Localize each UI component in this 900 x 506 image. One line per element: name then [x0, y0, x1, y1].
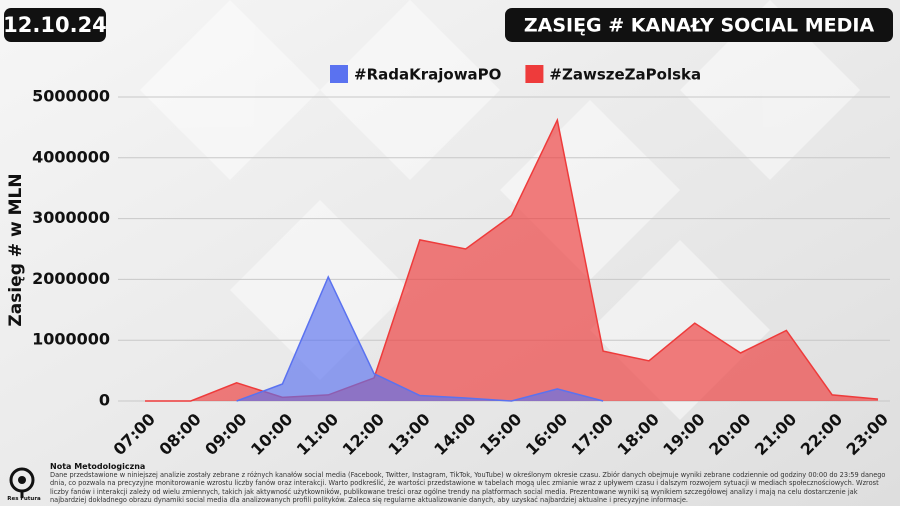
legend-label: #RadaKrajowaPO [354, 66, 501, 84]
y-axis-title: Zasięg # w MLN [6, 173, 26, 326]
legend-label: #ZawszeZaPolska [549, 66, 701, 84]
y-tick-label: 0 [99, 391, 110, 410]
logo-text: Res Futura [7, 496, 41, 502]
y-tick-label: 4000000 [32, 147, 110, 166]
chart-title: ZASIĘG # KANAŁY SOCIAL MEDIA [524, 15, 875, 37]
note-text: Dane przedstawione w niniejszej analizie… [50, 471, 886, 504]
logo-icon [9, 467, 35, 498]
y-tick-label: 5000000 [32, 87, 110, 106]
date: 12.10.24 [3, 13, 107, 37]
area [145, 120, 878, 401]
line [236, 275, 604, 402]
methodology-note: Nota Metodologiczna Dane przedstawione w… [50, 462, 890, 504]
y-tick-label: 2000000 [32, 269, 110, 288]
area [236, 276, 604, 401]
y-tick-label: 3000000 [32, 208, 110, 227]
legend-swatch [525, 65, 544, 83]
date-badge [4, 8, 106, 42]
y-tick-label: 1000000 [32, 330, 110, 349]
title-badge [505, 8, 893, 42]
note-title: Nota Metodologiczna [50, 462, 146, 471]
legend-swatch [330, 65, 348, 83]
